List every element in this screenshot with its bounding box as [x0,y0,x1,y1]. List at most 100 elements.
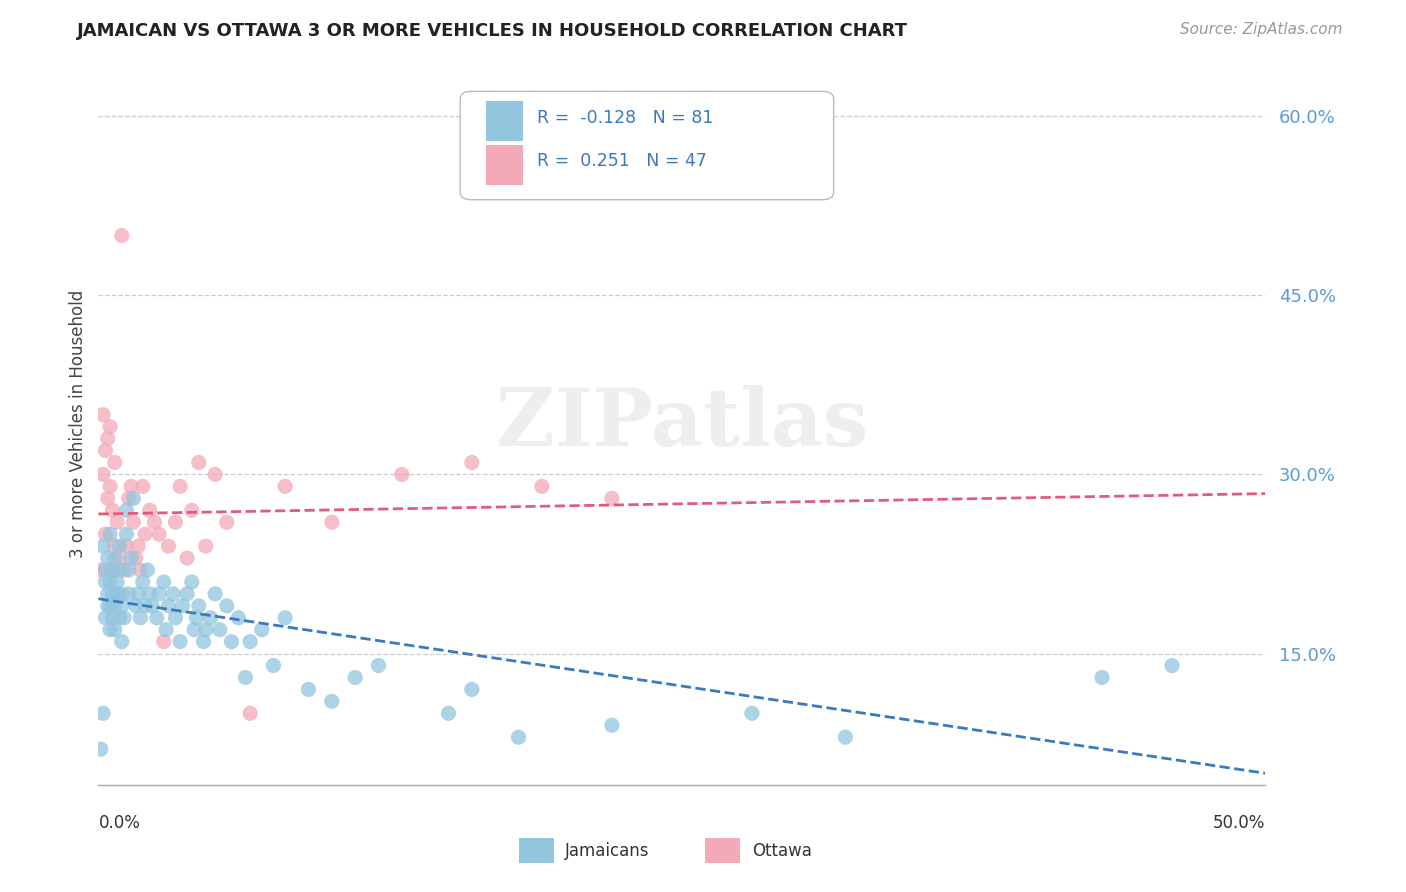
Point [172,599,194,613]
Point [98,574,121,589]
Point [297,682,319,697]
Point [262,658,284,673]
Point [139,587,162,601]
Point [120,479,142,493]
Point [125,551,148,566]
Point [152,574,174,589]
Point [391,467,413,482]
Point [90,742,112,756]
Point [97,587,120,601]
Point [129,611,152,625]
Point [104,456,127,470]
Point [321,515,343,529]
Point [111,634,134,648]
Point [367,658,389,673]
Point [136,563,159,577]
Point [186,611,208,625]
Point [108,551,131,566]
Point [169,479,191,493]
Point [101,611,124,625]
Text: 0.0%: 0.0% [98,814,141,832]
Point [274,611,297,625]
Point [98,599,121,613]
Point [94,611,117,625]
Point [111,599,134,613]
Point [176,587,198,601]
Point [162,587,184,601]
Point [98,527,121,541]
Point [165,515,187,529]
Bar [706,838,741,863]
Point [169,634,191,648]
Point [143,515,166,529]
Point [122,491,145,506]
Point [101,563,124,577]
Point [91,539,114,553]
Point [104,623,127,637]
Point [157,599,180,613]
Point [132,574,155,589]
Point [101,563,124,577]
Point [215,599,238,613]
Point [94,443,117,458]
Point [97,551,120,566]
Point [141,599,163,613]
Point [101,587,124,601]
Point [111,587,134,601]
Point [139,503,162,517]
Point [134,599,156,613]
Point [461,682,484,697]
Point [104,599,127,613]
Point [90,563,112,577]
Point [98,623,121,637]
Point [200,611,222,625]
Point [108,539,131,553]
Point [274,479,297,493]
Text: Source: ZipAtlas.com: Source: ZipAtlas.com [1180,22,1343,37]
Point [148,527,170,541]
Point [741,706,763,721]
Point [129,563,152,577]
Point [94,563,117,577]
Point [228,611,250,625]
Point [176,551,198,566]
Point [97,432,120,446]
Point [112,563,135,577]
Point [600,491,623,506]
Point [530,479,553,493]
Point [127,539,149,553]
Point [221,634,243,648]
Point [91,467,114,482]
Bar [519,838,554,863]
Point [193,634,215,648]
Point [321,694,343,708]
Point [105,587,128,601]
Point [208,623,231,637]
Point [204,587,226,601]
Point [461,456,484,470]
Point [194,539,217,553]
Point [1161,658,1184,673]
Text: JAMAICAN VS OTTAWA 3 OR MORE VEHICLES IN HOUSEHOLD CORRELATION CHART: JAMAICAN VS OTTAWA 3 OR MORE VEHICLES IN… [77,22,908,40]
Point [115,503,138,517]
Point [120,551,142,566]
Point [94,527,117,541]
Bar [486,145,523,185]
Point [112,611,135,625]
Point [187,599,209,613]
Text: 50.0%: 50.0% [1213,814,1265,832]
Point [118,563,141,577]
Point [98,479,121,493]
Text: Jamaicans: Jamaicans [565,842,650,860]
Point [1091,671,1114,685]
Point [180,503,202,517]
Point [239,706,262,721]
Point [215,515,238,529]
FancyBboxPatch shape [460,91,834,200]
Point [600,718,623,732]
Point [97,491,120,506]
Point [180,574,202,589]
Point [834,730,856,744]
Text: ZIPatlas: ZIPatlas [496,384,868,463]
Point [194,623,217,637]
